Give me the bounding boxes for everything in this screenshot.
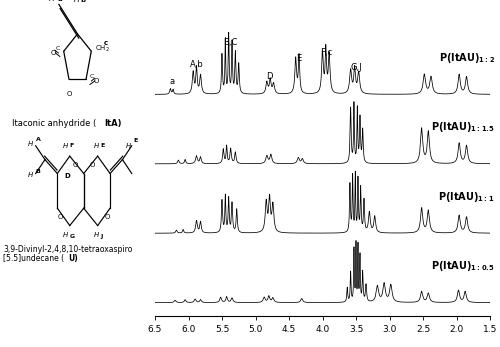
Text: $\mathbf{E}$: $\mathbf{E}$ — [134, 136, 139, 144]
Text: $\mathbf{b}$: $\mathbf{b}$ — [80, 0, 86, 5]
Text: B,C: B,C — [223, 38, 237, 47]
Text: $\mathbf{P(ItAU)_{1:1.5}}$: $\mathbf{P(ItAU)_{1:1.5}}$ — [431, 120, 494, 134]
Text: O: O — [66, 91, 71, 98]
Text: C: C — [90, 74, 94, 78]
Text: $\mathbf{P(ItAU)_{1:1}}$: $\mathbf{P(ItAU)_{1:1}}$ — [438, 190, 494, 204]
Text: $\mathbf{G}$: $\mathbf{G}$ — [69, 232, 75, 240]
Text: CH$_2$: CH$_2$ — [95, 43, 110, 53]
Text: $\mathbf{c}$: $\mathbf{c}$ — [103, 39, 108, 46]
Text: H: H — [63, 143, 68, 149]
Text: ItA): ItA) — [104, 119, 122, 128]
Text: E: E — [296, 54, 301, 63]
Text: G,J: G,J — [350, 62, 362, 71]
Text: O: O — [104, 214, 110, 220]
Text: O: O — [94, 78, 99, 84]
Text: 3,9-Divinyl-2,4,8,10-tetraoxaspiro: 3,9-Divinyl-2,4,8,10-tetraoxaspiro — [3, 245, 132, 254]
Text: $\mathbf{P(ItAU)_{1:0.5}}$: $\mathbf{P(ItAU)_{1:0.5}}$ — [431, 259, 494, 273]
Text: H: H — [28, 141, 34, 147]
Text: O: O — [72, 162, 78, 168]
Text: $\mathbf{J}$: $\mathbf{J}$ — [100, 232, 104, 241]
Text: O: O — [58, 214, 63, 220]
Text: $\mathbf{P(ItAU)_{1:2}}$: $\mathbf{P(ItAU)_{1:2}}$ — [438, 51, 494, 65]
Text: [5.5]undecane (: [5.5]undecane ( — [3, 254, 64, 263]
Text: $\mathbf{B}$: $\mathbf{B}$ — [35, 167, 41, 175]
Text: D: D — [266, 72, 272, 81]
Text: H: H — [94, 143, 99, 149]
Text: A,b: A,b — [190, 60, 204, 68]
Text: F,c: F,c — [320, 48, 332, 57]
Text: $\mathbf{F}$: $\mathbf{F}$ — [69, 141, 74, 149]
Text: C: C — [56, 45, 60, 51]
Text: H: H — [50, 0, 55, 3]
Text: H: H — [74, 0, 79, 5]
Text: H: H — [63, 232, 68, 238]
Text: H: H — [126, 143, 132, 149]
Text: $\mathbf{D}$: $\mathbf{D}$ — [64, 171, 71, 180]
Text: O: O — [90, 162, 95, 168]
Text: O: O — [51, 50, 57, 56]
Text: $\mathbf{a}$: $\mathbf{a}$ — [58, 0, 64, 3]
Text: $\mathbf{A}$: $\mathbf{A}$ — [35, 135, 42, 143]
Text: U): U) — [68, 254, 78, 263]
Text: H: H — [94, 232, 99, 238]
Text: $\mathbf{E}$: $\mathbf{E}$ — [100, 141, 106, 149]
Text: a: a — [169, 77, 174, 86]
Text: H: H — [28, 172, 34, 178]
Text: Itaconic anhydride (: Itaconic anhydride ( — [12, 119, 96, 128]
